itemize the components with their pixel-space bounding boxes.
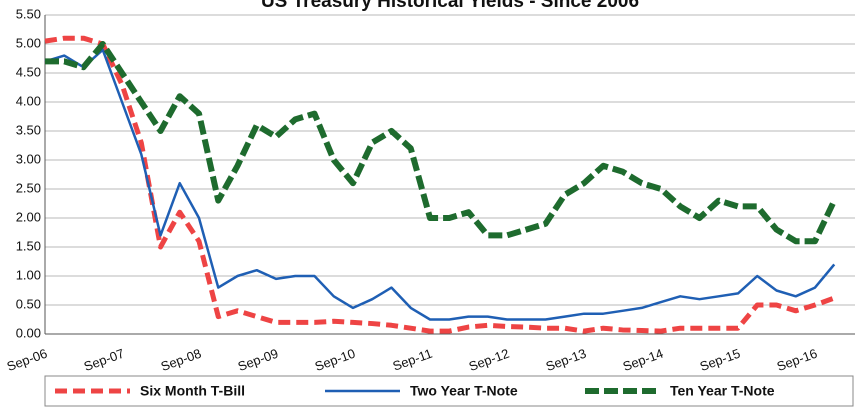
y-tick-label: 2.00: [16, 209, 41, 224]
y-tick-label: 3.00: [16, 151, 41, 166]
x-tick-label: Sep-08: [159, 346, 204, 374]
x-tick-label: Sep-10: [313, 346, 358, 374]
x-tick-label: Sep-11: [391, 346, 435, 374]
x-tick-label: Sep-13: [544, 346, 589, 374]
y-tick-label: 4.00: [16, 93, 41, 108]
x-tick-label: Sep-06: [5, 346, 50, 374]
y-tick-label: 1.50: [16, 238, 41, 253]
series-line: [45, 41, 837, 245]
x-tick-label: Sep-15: [698, 346, 743, 374]
x-tick-label: Sep-14: [621, 346, 666, 374]
y-tick-label: 4.50: [16, 64, 41, 79]
y-tick-label: 0.50: [16, 296, 41, 311]
y-tick-label: 5.50: [16, 6, 41, 21]
y-tick-label: 5.00: [16, 35, 41, 50]
y-tick-label: 0.00: [16, 325, 41, 340]
legend-box: [44, 375, 854, 407]
x-tick-label: Sep-12: [467, 346, 512, 374]
series-line: [44, 35, 836, 334]
x-tick-label: Sep-07: [82, 346, 127, 374]
x-tick-label: Sep-16: [775, 346, 820, 374]
legend-label: Six Month T-Bill: [140, 383, 245, 399]
legend-label: Ten Year T-Note: [670, 383, 775, 399]
y-tick-label: 3.50: [16, 122, 41, 137]
legend-label: Two Year T-Note: [410, 383, 518, 399]
y-tick-label: 2.50: [16, 180, 41, 195]
y-tick-label: 1.00: [16, 267, 41, 282]
chart-title: US Treasury Historical Yields - Since 20…: [261, 0, 639, 12]
series-line: [44, 48, 836, 321]
x-tick-label: Sep-09: [236, 346, 281, 374]
